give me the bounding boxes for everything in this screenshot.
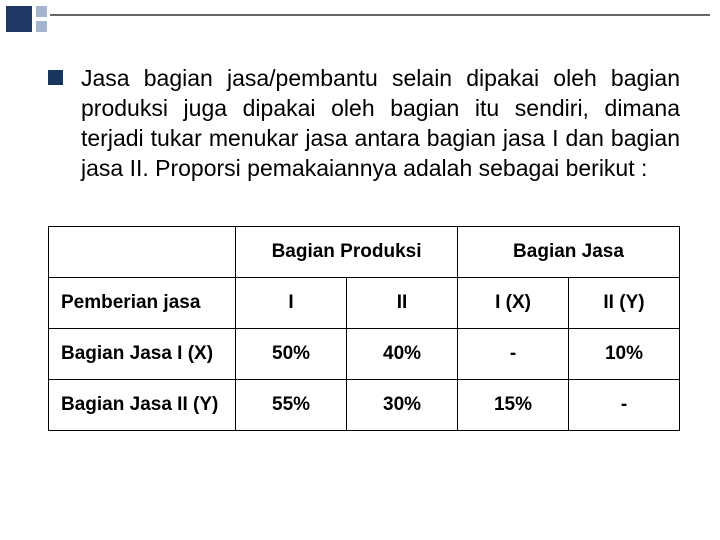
- col-header: II: [347, 277, 458, 328]
- allocation-table: Bagian Produksi Bagian Jasa Pemberian ja…: [48, 226, 680, 431]
- col-header: II (Y): [569, 277, 680, 328]
- table-row: Bagian Jasa I (X) 50% 40% - 10%: [49, 328, 680, 379]
- col-header: I (X): [458, 277, 569, 328]
- corner-decoration: [6, 6, 47, 32]
- deco-square-large: [6, 6, 32, 32]
- table-corner-cell: [49, 226, 236, 277]
- paragraph-block: Jasa bagian jasa/pembantu selain dipakai…: [48, 64, 680, 184]
- deco-square-small: [36, 6, 47, 17]
- square-bullet-icon: [48, 70, 63, 85]
- group-header-produksi: Bagian Produksi: [236, 226, 458, 277]
- cell: 40%: [347, 328, 458, 379]
- row-label: Bagian Jasa I (X): [49, 328, 236, 379]
- table-group-header-row: Bagian Produksi Bagian Jasa: [49, 226, 680, 277]
- slide-content: Jasa bagian jasa/pembantu selain dipakai…: [48, 64, 680, 431]
- paragraph-text: Jasa bagian jasa/pembantu selain dipakai…: [81, 64, 680, 184]
- col-header: I: [236, 277, 347, 328]
- group-header-jasa: Bagian Jasa: [458, 226, 680, 277]
- cell: 10%: [569, 328, 680, 379]
- deco-small-column: [36, 6, 47, 32]
- header-rule: [50, 14, 710, 16]
- table-col-header-row: Pemberian jasa I II I (X) II (Y): [49, 277, 680, 328]
- cell: 55%: [236, 379, 347, 430]
- cell: -: [458, 328, 569, 379]
- row-label: Bagian Jasa II (Y): [49, 379, 236, 430]
- cell: 30%: [347, 379, 458, 430]
- cell: 50%: [236, 328, 347, 379]
- deco-square-small: [36, 21, 47, 32]
- row-header-title: Pemberian jasa: [49, 277, 236, 328]
- cell: 15%: [458, 379, 569, 430]
- table-row: Bagian Jasa II (Y) 55% 30% 15% -: [49, 379, 680, 430]
- cell: -: [569, 379, 680, 430]
